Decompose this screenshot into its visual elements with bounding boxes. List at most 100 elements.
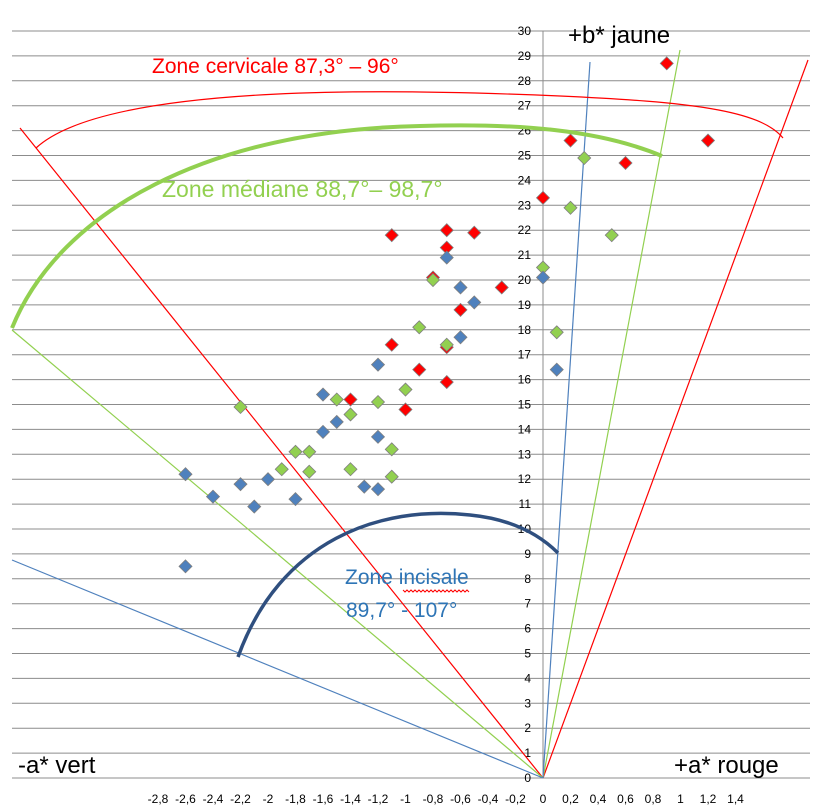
grid-lines [12,30,810,779]
green-point [563,200,578,215]
red-point [439,375,454,390]
zone-incisal-label-line2: 89,7° - 107° [346,599,457,622]
x-axis-negative-label: -a* vert [18,752,96,779]
red-point [384,337,399,352]
y-tick-label: 3 [524,696,531,710]
y-tick-label: 12 [518,472,532,486]
x-tick-label: 0,6 [617,792,634,806]
x-tick-label: 0 [540,792,547,806]
y-tick-label: 1 [524,746,531,760]
red-point [494,280,509,295]
green-point [302,464,317,479]
y-tick-label: 15 [518,398,532,412]
blue-point [370,482,386,497]
y-tick-label: 4 [524,671,531,685]
x-tick-label: -2,2 [230,792,251,806]
x-axis-positive-label: +a* rouge [674,752,779,779]
y-tick-label: 27 [518,99,532,113]
y-tick-label: 11 [519,497,532,511]
x-tick-label: -0,2 [505,792,526,806]
red-point [659,56,674,71]
green-point [343,462,358,477]
blue-point [439,250,454,265]
y-tick-labels: 0123456789101112131415161718192021222324… [518,24,532,785]
spellcheck-underline [402,589,470,593]
green-point [384,442,399,457]
blue-point [370,357,386,372]
y-tick-label: 0 [524,771,531,785]
y-tick-label: 7 [524,597,531,611]
red-point [453,302,468,317]
median-ray-right [542,49,681,779]
blue-point [549,362,564,377]
green-point [274,462,289,477]
blue-point [453,280,468,295]
blue-point [178,559,193,574]
red-point [384,228,399,243]
y-tick-label: 2 [524,721,531,735]
y-axis-label: +b* jaune [568,22,670,49]
y-tick-label: 24 [518,173,532,187]
y-tick-label: 21 [518,248,532,262]
x-tick-label: 0,4 [590,792,607,806]
green-point [604,228,619,243]
zone-incisal-label-line1: Zone incisale [345,566,469,589]
green-point [233,399,248,415]
y-tick-label: 20 [518,273,532,287]
incisal-ray-left [11,559,544,779]
x-tick-label: -2,6 [175,792,196,806]
blue-point [260,472,276,487]
y-tick-label: 18 [518,323,532,337]
y-tick-label: 25 [518,149,532,163]
blue-point [315,387,331,402]
blue-point [357,479,372,494]
green-point [439,337,454,352]
y-tick-label: 29 [518,49,532,63]
incisal-ray-right [542,61,591,779]
cervical-zone-arc [35,91,784,149]
y-tick-label: 30 [518,24,532,38]
blue-point [453,330,468,345]
x-tick-label: -1,4 [340,792,361,806]
blue-point [467,295,482,310]
green-point [577,150,592,166]
red-point [398,402,413,417]
x-tick-label: 1,4 [727,792,744,806]
y-tick-label: 9 [524,547,531,561]
y-tick-label: 5 [524,647,531,661]
blue-point [178,467,193,482]
y-tick-label: 17 [518,348,532,362]
y-tick-label: 14 [518,422,532,436]
blue-point [535,270,551,285]
x-tick-label: 0,8 [645,792,662,806]
green-point [288,444,303,459]
green-point [398,382,413,397]
green-point [370,394,386,410]
cervical-ray-right [542,59,809,779]
x-tick-label: 0,2 [562,792,579,806]
red-point [535,190,551,205]
x-tick-label: -1 [400,792,411,806]
green-point [549,325,564,340]
red-point [563,133,578,148]
green-point [412,320,427,335]
red-point [439,223,454,238]
blue-point [205,489,221,504]
red-point [412,362,427,377]
x-tick-label: -1,2 [368,792,389,806]
red-point [467,225,482,240]
x-tick-label: -2,8 [148,792,169,806]
blue-point [247,499,262,514]
x-tick-label: -0,8 [423,792,444,806]
y-tick-label: 22 [518,223,532,237]
y-tick-label: 23 [518,198,532,212]
zone-median-label: Zone médiane 88,7°– 98,7° [162,176,443,202]
x-tick-label: -0,4 [478,792,499,806]
blue-point [315,424,331,439]
y-tick-label: 28 [518,74,532,88]
x-tick-label: -1,6 [313,792,334,806]
x-tick-label: -0,6 [450,792,471,806]
y-tick-label: 6 [524,622,531,636]
blue-point [370,429,386,444]
